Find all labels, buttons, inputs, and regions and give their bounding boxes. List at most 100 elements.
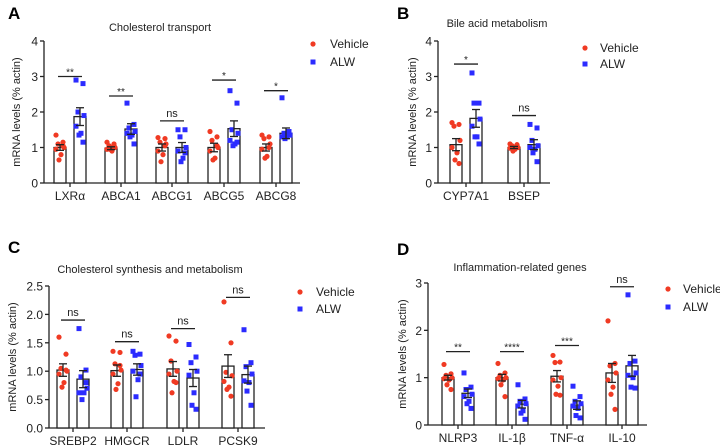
alw-point xyxy=(248,360,254,366)
vehicle-point xyxy=(266,134,272,140)
alw-point xyxy=(124,130,130,136)
alw-point xyxy=(73,123,79,129)
alw-legend-label: ALW xyxy=(683,300,709,314)
alw-point xyxy=(464,401,470,407)
alw-point xyxy=(131,121,137,127)
vehicle-point xyxy=(605,318,611,324)
alw-point xyxy=(628,384,634,390)
y-axis-label: mRNA levels (% actin) xyxy=(407,57,419,166)
vehicle-point xyxy=(612,406,618,412)
significance-label: ns xyxy=(616,274,628,286)
vehicle-point xyxy=(174,368,180,374)
alw-point xyxy=(573,413,579,419)
alw-point xyxy=(132,352,138,358)
alw-point xyxy=(138,363,144,369)
x-tick-label: IL-10 xyxy=(608,431,636,445)
vehicle-point xyxy=(221,378,227,385)
vehicle-legend-marker xyxy=(310,41,316,47)
panel-letter: A xyxy=(8,4,20,23)
legend: Vehicle ALW xyxy=(310,37,369,69)
alw-point xyxy=(469,70,475,76)
panel-b: B Bile acid metabolism 0 1 2 3 4 mRNA levels (%… xyxy=(397,4,639,203)
vehicle-point xyxy=(111,143,117,149)
alw-point xyxy=(227,88,233,94)
vehicle-point xyxy=(60,143,66,149)
y-tick-label: 1 xyxy=(425,141,432,155)
y-tick-label: 0.5 xyxy=(26,393,43,407)
significance-label: ns xyxy=(166,108,178,120)
alw-point xyxy=(130,368,136,374)
panel-letter: C xyxy=(8,238,20,257)
y-axis-label: mRNA levels (% actin) xyxy=(11,57,23,166)
vehicle-point xyxy=(454,150,460,156)
vehicle-point xyxy=(169,390,175,396)
vehicle-point xyxy=(498,382,504,388)
vehicle-point xyxy=(209,137,215,143)
vehicle-point xyxy=(207,148,213,154)
vehicle-point xyxy=(118,367,124,373)
alw-point xyxy=(227,137,233,143)
vehicle-point xyxy=(173,379,179,386)
vehicle-bar xyxy=(110,369,124,429)
alw-point xyxy=(286,129,292,135)
x-tick-label: BSEP xyxy=(508,189,540,203)
alw-point xyxy=(193,406,199,412)
alw-point xyxy=(124,100,130,106)
vehicle-point xyxy=(441,361,447,368)
alw-point xyxy=(577,415,583,421)
vehicle-point xyxy=(444,382,450,388)
alw-point xyxy=(131,141,137,147)
alw-point xyxy=(523,401,529,407)
alw-point xyxy=(130,348,136,354)
vehicle-point xyxy=(495,376,501,382)
alw-point xyxy=(281,130,287,136)
vehicle-point xyxy=(449,144,455,151)
alw-point xyxy=(244,388,250,394)
vehicle-point xyxy=(607,363,613,369)
alw-point xyxy=(180,155,186,161)
y-tick-label: 2.5 xyxy=(26,280,43,294)
alw-point xyxy=(518,410,524,416)
alw-point xyxy=(630,375,636,381)
significance-label: * xyxy=(222,71,226,82)
alw-point xyxy=(522,416,528,422)
y-tick-label: 4 xyxy=(31,35,38,49)
x-tick-label: LDLR xyxy=(168,434,199,448)
alw-point xyxy=(471,100,477,106)
alw-point xyxy=(472,134,478,140)
alw-point xyxy=(133,394,139,400)
vehicle-point xyxy=(158,159,164,165)
alw-point xyxy=(241,327,247,333)
vehicle-point xyxy=(228,340,234,346)
vehicle-point xyxy=(56,334,62,340)
vehicle-bar xyxy=(550,375,564,426)
y-axis-label: mRNA levels (% actin) xyxy=(397,299,409,408)
x-tick-label: ABCG1 xyxy=(152,189,193,203)
y-tick-label: 0.0 xyxy=(26,422,43,436)
vehicle-legend-marker xyxy=(665,286,671,292)
vehicle-point xyxy=(59,384,65,390)
alw-point xyxy=(234,100,240,106)
significance-label: ns xyxy=(232,284,244,296)
alw-point xyxy=(248,402,254,408)
vehicle-point xyxy=(160,152,166,158)
alw-point xyxy=(535,143,541,149)
alw-point xyxy=(570,383,576,389)
vehicle-point xyxy=(207,128,213,135)
vehicle-point xyxy=(502,394,508,400)
alw-point xyxy=(76,390,82,396)
vehicle-point xyxy=(266,144,272,151)
panel-c: C Cholesterol synthesis and metabolism 0.0… xyxy=(7,238,355,448)
alw-point xyxy=(527,145,533,150)
vehicle-point xyxy=(214,143,220,149)
vehicle-point xyxy=(451,123,457,129)
vehicle-point xyxy=(162,136,168,142)
vehicle-bar xyxy=(259,146,273,184)
y-tick-label: 2 xyxy=(425,106,432,120)
vehicle-point xyxy=(228,393,234,399)
alw-legend-marker xyxy=(297,306,303,312)
alw-point xyxy=(81,390,87,396)
vehicle-point xyxy=(63,351,69,357)
